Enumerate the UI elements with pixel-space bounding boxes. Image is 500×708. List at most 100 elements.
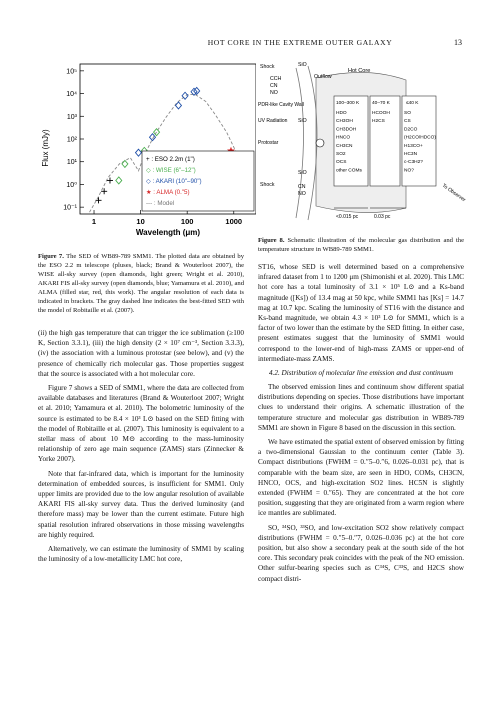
model-line — [89, 94, 238, 213]
figure-7-label: Figure 7. — [38, 253, 64, 260]
molecule-list-warm: HCOOH H2CS — [372, 110, 390, 124]
paragraph: We have estimated the spatial extent of … — [258, 438, 464, 518]
x-tick-label: 10 — [136, 217, 144, 226]
legend-box — [141, 150, 255, 212]
akari-point — [174, 101, 183, 110]
akari-point — [148, 133, 157, 142]
y-tick-label: 10⁴ — [66, 91, 77, 98]
left-column: (ii) the high gas temperature that can t… — [38, 328, 244, 568]
eso-point — [101, 188, 108, 195]
axis-ticks: 10⁵ 10⁴ 10³ 10² 10¹ 10⁰ 10⁻¹ 1 10 100 1000 — [63, 68, 242, 226]
label-sio-mid: SiO — [298, 118, 307, 124]
molecule-label: other COMs — [336, 167, 362, 173]
right-column: ST16, whose SED is well determined based… — [258, 262, 464, 588]
eso-point — [106, 177, 113, 184]
label-pdr: PDR-like Cavity Wall — [258, 102, 304, 108]
y-tick-label: 10² — [67, 137, 78, 144]
eso-point — [95, 197, 102, 204]
x-axis-label: Wavelength (μm) — [136, 228, 200, 237]
label-sio-bot: SiO — [298, 170, 307, 176]
wise-point — [121, 159, 129, 169]
outflow-cavity — [295, 67, 304, 219]
label-shock-bot: Shock — [260, 182, 275, 188]
label-t1: 100–300 K — [336, 100, 360, 106]
label-cn-bot: CN — [298, 184, 306, 190]
figure-7-sed-chart: Flux (mJy) Wavelength (μm) 10⁵ 10⁴ 10³ 10² 1… — [41, 63, 257, 237]
molecule-label: OCS — [336, 159, 346, 165]
molecule-label: (H2CO/HDCO) — [404, 135, 436, 141]
page-number: 13 — [454, 38, 462, 47]
legend-alma: ★ : ALMA (0."5) — [146, 189, 190, 196]
molecule-label: HDO — [336, 110, 347, 116]
y-tick-label: 10⁰ — [66, 181, 77, 189]
akari-point — [193, 86, 201, 96]
label-scale-2: 0.03 pc — [374, 214, 391, 220]
legend-akari: ◇ : AKARI (10"–90") — [146, 178, 202, 185]
y-tick-label: 10⁵ — [66, 68, 77, 75]
label-cn: CN — [270, 83, 278, 89]
paragraph: (ii) the high gas temperature that can t… — [38, 329, 244, 378]
molecule-label: c-C3H2? — [404, 159, 423, 165]
figure-8-caption-text: Schematic illustration of the molecular … — [258, 237, 464, 253]
molecule-list-hot: HDO CH3OH CH3DOH HNCO CH3CN SO2 OCS other COMs — [336, 110, 362, 173]
legend-eso: + : ESO 2.2m (1") — [146, 156, 195, 163]
model-curve — [89, 94, 238, 213]
zone-40-70k — [369, 95, 401, 187]
label-no-bot: NO — [298, 191, 306, 197]
label-outflow: Outflow — [314, 74, 332, 80]
running-header: HOT CORE IN THE EXTREME OUTER GALAXY — [207, 38, 393, 47]
paragraph: SO, ³⁴SO, ³³SO, and low-excitation SO2 s… — [258, 523, 464, 583]
molecule-label: CH3OH — [336, 118, 353, 124]
molecule-label: CH3CN — [336, 143, 353, 149]
molecule-label: H2CS — [372, 118, 385, 124]
molecule-label: NO? — [404, 167, 414, 173]
legend-model: --- : Model — [146, 200, 174, 207]
akari-point — [190, 87, 198, 96]
legend: + : ESO 2.2m (1") ◇ : WISE (6"–12") ◇ : … — [141, 150, 255, 212]
section-heading: 4.2. Distribution of molecular line emis… — [268, 369, 454, 378]
zone-100-300k — [333, 95, 369, 187]
label-sio-top: SiO — [298, 62, 307, 68]
label-scale-1: <0.015 pc — [336, 214, 359, 220]
x-tick-label: 100 — [181, 217, 194, 226]
label-t2: 40–70 K — [372, 100, 391, 106]
paragraph: Note that far-infrared data, which is im… — [38, 469, 244, 539]
label-shock-top: Shock — [260, 64, 275, 70]
label-t3: ≤40 K — [406, 100, 419, 106]
molecule-label: CS — [404, 118, 411, 124]
label-cch: CCH — [270, 76, 281, 82]
akari-point — [134, 148, 143, 157]
label-uv: UV Radiation — [258, 118, 288, 124]
paragraph: The observed emission lines and continuu… — [258, 383, 464, 432]
x-tick-label: 1 — [92, 217, 96, 226]
molecule-label: HC3N — [404, 151, 418, 157]
figure-8-label: Figure 8. — [258, 237, 285, 244]
y-tick-label: 10³ — [67, 114, 78, 121]
zone-le40k — [401, 95, 437, 187]
wise-point — [152, 127, 161, 137]
molecule-label: SO2 — [336, 151, 346, 157]
label-hot-core: Hot Core — [348, 68, 370, 74]
label-no: NO — [270, 90, 278, 96]
molecule-label: HCOOH — [372, 110, 390, 116]
paragraph: Figure 7 shows a SED of SMM1, where the … — [38, 384, 244, 464]
molecule-label: CH3DOH — [336, 126, 357, 132]
label-protostar: Protostar — [258, 140, 279, 146]
data-points — [95, 86, 242, 204]
molecule-label: SO — [404, 110, 411, 116]
y-axis-label: Flux (mJy) — [41, 129, 50, 167]
wise-point — [115, 176, 123, 185]
figure-7-caption-text: The SED of WB89-789 SMM1. The plotted da… — [38, 253, 245, 314]
y-tick-label: 10¹ — [67, 159, 78, 166]
y-tick-label: 10⁻¹ — [63, 205, 77, 212]
paragraph: Alternatively, we can estimate the lumin… — [38, 545, 244, 564]
molecule-label: H13CO+ — [404, 143, 423, 149]
figure-8-schematic: Shock CCH CN NO SiO Outflow Hot Core PDR… — [256, 58, 466, 228]
paragraph: ST16, whose SED is well determined based… — [258, 263, 464, 363]
molecule-list-cold: SO CS D2CO (H2CO/HDCO) H13CO+ HC3N c-C3H2? NO? — [404, 110, 436, 173]
akari-point — [181, 91, 189, 100]
figure-7-caption: Figure 7. The SED of WB89-789 SMM1. The … — [38, 252, 244, 315]
figure-8-caption: Figure 8. Schematic illustration of the … — [258, 236, 464, 254]
molecule-label: HNCO — [336, 135, 350, 141]
protostar-icon — [315, 138, 325, 148]
